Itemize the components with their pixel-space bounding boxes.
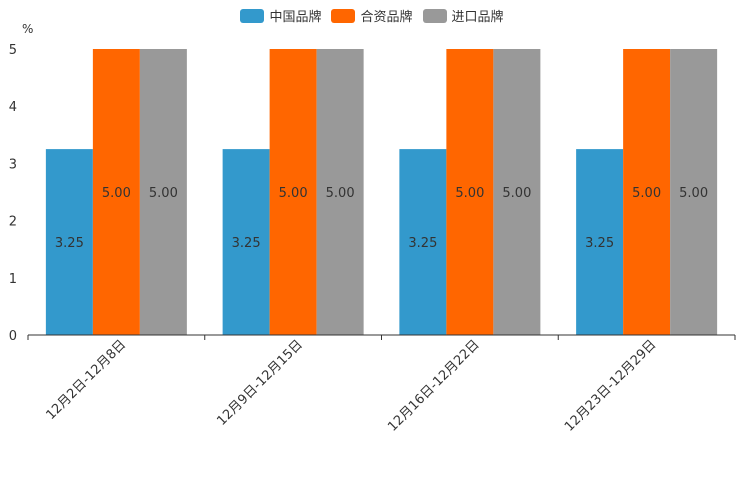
- bar: [576, 149, 624, 335]
- data-label: 5.00: [326, 186, 355, 201]
- bar: [92, 49, 140, 335]
- bar: [493, 49, 541, 335]
- bar: [446, 49, 494, 335]
- data-label: 5.00: [102, 186, 131, 201]
- x-tick-label: 12月23日-12月29日: [562, 337, 659, 434]
- data-label: 5.00: [502, 186, 531, 201]
- data-label: 3.25: [585, 236, 614, 251]
- legend-label-imported-brand: 进口品牌: [451, 10, 504, 25]
- y-tick-label: 3: [9, 157, 17, 172]
- legend-item-china-brand[interactable]: 中国品牌: [240, 6, 321, 25]
- x-tick-label: 12月2日-12月8日: [43, 337, 129, 423]
- y-tick-label: 5: [9, 43, 17, 58]
- y-tick-label: 4: [9, 100, 17, 115]
- legend-label-china-brand: 中国品牌: [269, 10, 322, 25]
- bar: [623, 49, 671, 335]
- bar: [139, 49, 187, 335]
- legend-swatch-imported-brand: [422, 8, 447, 23]
- data-label: 5.00: [279, 186, 308, 201]
- data-label: 3.25: [408, 236, 437, 251]
- data-label: 3.25: [55, 236, 84, 251]
- chart-legend: 中国品牌 合资品牌 进口品牌: [0, 6, 744, 25]
- y-axis-unit: %: [22, 22, 34, 36]
- y-tick-label: 1: [9, 272, 17, 287]
- data-label: 5.00: [679, 186, 708, 201]
- legend-item-joint-venture-brand[interactable]: 合资品牌: [331, 6, 413, 25]
- bar: [399, 149, 447, 335]
- bar: [269, 49, 317, 335]
- x-tick-label: 12月9日-12月15日: [214, 337, 306, 429]
- data-label: 5.00: [455, 186, 484, 201]
- bar: [670, 49, 718, 335]
- legend-swatch-joint-venture-brand: [331, 8, 356, 23]
- y-tick-label: 0: [9, 329, 17, 344]
- x-tick-label: 12月16日-12月22日: [385, 337, 482, 434]
- y-tick-label: 2: [9, 215, 17, 230]
- data-label: 5.00: [149, 186, 178, 201]
- bar: [316, 49, 364, 335]
- bar: [222, 149, 270, 335]
- data-label: 3.25: [232, 236, 261, 251]
- legend-swatch-china-brand: [240, 8, 265, 23]
- legend-label-joint-venture-brand: 合资品牌: [360, 10, 413, 25]
- legend-item-imported-brand[interactable]: 进口品牌: [422, 6, 504, 25]
- bar: [45, 149, 93, 335]
- data-label: 5.00: [632, 186, 661, 201]
